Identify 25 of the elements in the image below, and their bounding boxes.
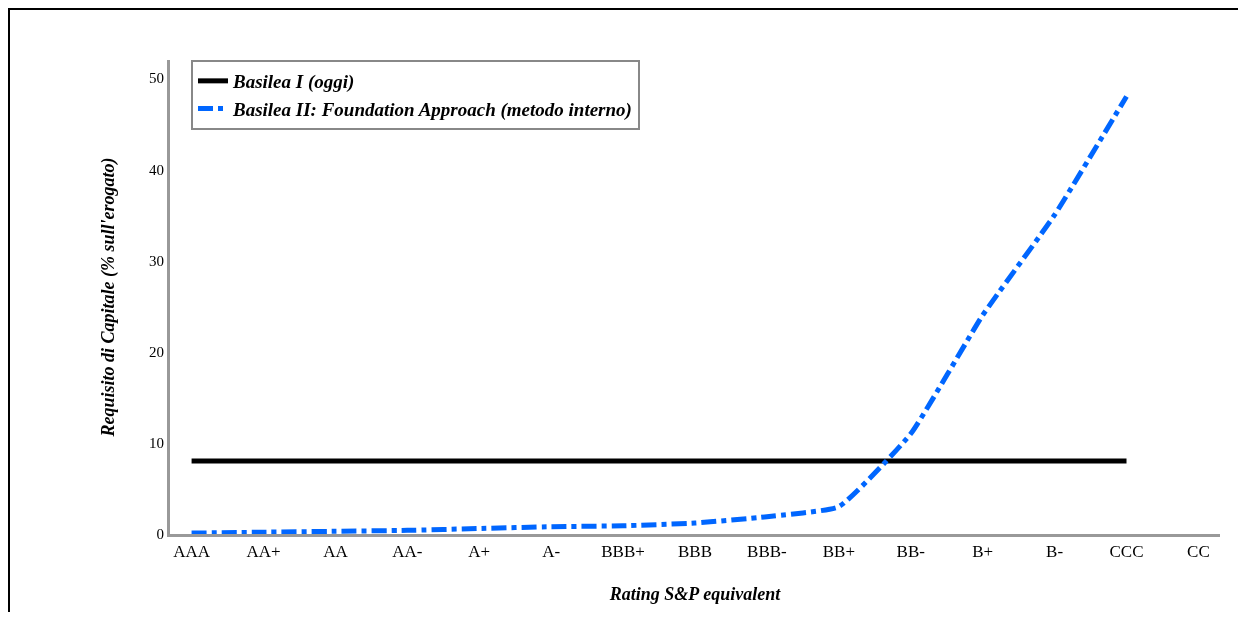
x-tick-label: B- (1046, 542, 1064, 562)
y-tick-label: 50 (149, 70, 164, 87)
legend-label: Basilea II: Foundation Approach (metodo interno) (232, 98, 632, 121)
y-tick-label: 10 (149, 435, 164, 452)
x-tick-label: B+ (972, 542, 994, 562)
x-tick-label: AA (323, 542, 349, 562)
x-tick-label: BB+ (822, 542, 855, 562)
y-tick-label: 30 (149, 252, 164, 269)
x-tick-label: BBB- (747, 542, 788, 562)
y-tick-label: 40 (149, 161, 164, 178)
x-axis-title: Rating S&P equivalent (608, 584, 782, 604)
legend-label: Basilea I (oggi) (232, 71, 355, 94)
y-axis-title: Requisito di Capitale (% sull'erogato) (98, 157, 120, 438)
x-tick-label: AA+ (246, 542, 281, 562)
y-tick-label: 0 (156, 526, 164, 543)
x-tick-label: BB- (896, 542, 926, 562)
x-tick-label: AA- (392, 542, 423, 562)
x-tick-label: AAA (173, 542, 211, 562)
x-tick-label: A+ (468, 542, 491, 562)
y-tick-label: 20 (149, 343, 164, 360)
x-tick-label: BBB+ (601, 542, 645, 562)
x-tick-label: CC (1187, 542, 1210, 562)
x-tick-label: A- (542, 542, 561, 562)
x-tick-label: CCC (1109, 542, 1144, 562)
x-tick-label: BBB (677, 542, 713, 562)
